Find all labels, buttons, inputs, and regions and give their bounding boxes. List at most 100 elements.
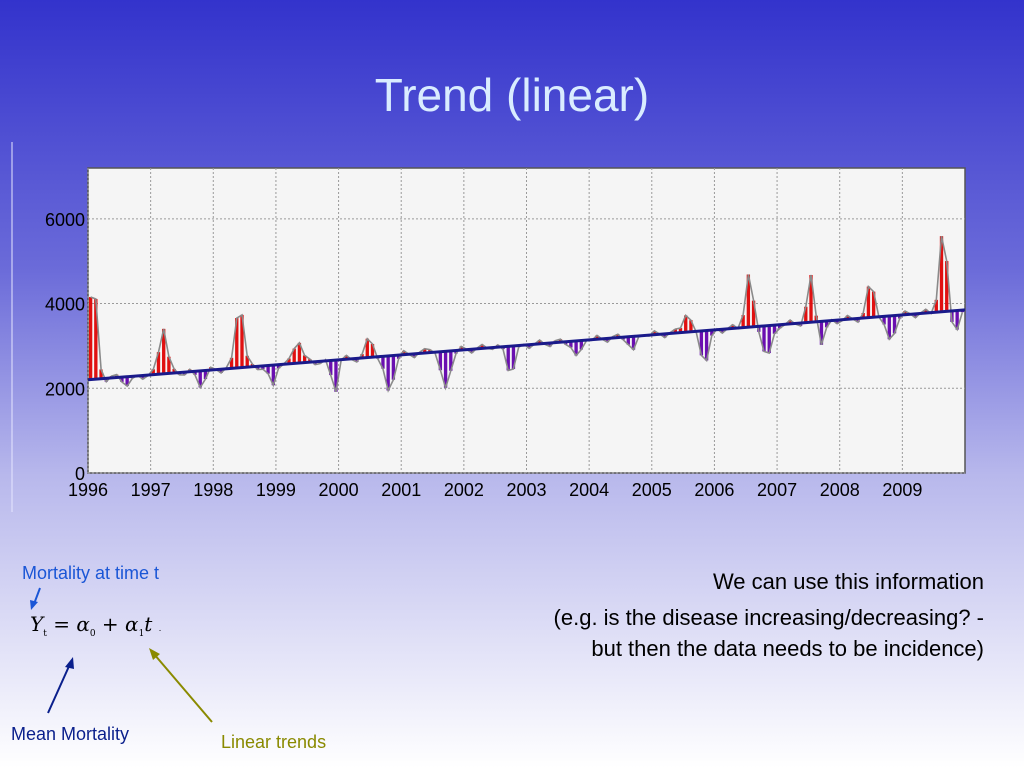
bar-below-trend — [772, 325, 777, 334]
bar-below-trend — [449, 350, 453, 371]
formula-alpha1-sub: 1 — [138, 629, 145, 639]
bar-above-trend — [235, 318, 239, 368]
bar-above-trend — [172, 368, 176, 373]
x-tick-label: 2007 — [757, 480, 797, 500]
bar-below-trend — [454, 350, 458, 354]
trend-arrow-head — [149, 648, 160, 660]
bar-below-trend — [329, 360, 333, 376]
bar-below-trend — [386, 355, 390, 391]
bar-above-trend — [480, 344, 484, 349]
y-tick-label: 2000 — [45, 379, 85, 399]
bar-above-trend — [788, 320, 792, 324]
bar-above-trend — [741, 315, 745, 328]
bar-below-trend — [824, 320, 829, 328]
bar-below-trend — [438, 351, 443, 371]
x-tick-label: 2003 — [506, 480, 546, 500]
bar-below-trend — [710, 330, 714, 336]
bar-below-trend — [819, 321, 824, 345]
bar-above-trend — [156, 352, 161, 375]
bar-below-trend — [266, 365, 270, 374]
bar-above-trend — [595, 335, 599, 340]
bar-above-trend — [370, 343, 375, 358]
note-line-2: (e.g. is the disease increasing/decreasi… — [553, 605, 984, 630]
x-tick-label: 2000 — [319, 480, 359, 500]
bar-below-trend — [569, 341, 573, 348]
bar-above-trend — [402, 350, 406, 355]
formula-y-sub: t — [43, 629, 47, 639]
bar-above-trend — [945, 261, 949, 312]
bar-above-trend — [558, 339, 563, 343]
bar-above-trend — [88, 297, 93, 380]
note-line-3: but then the data needs to be incidence) — [591, 636, 984, 661]
formula-alpha1: α — [125, 612, 139, 636]
bar-below-trend — [913, 313, 918, 318]
bar-above-trend — [746, 274, 751, 328]
formula-equals: = — [53, 612, 70, 636]
slide-title: Trend (linear) — [374, 69, 650, 121]
formula-dot: . — [158, 624, 162, 633]
bar-above-trend — [297, 342, 302, 363]
bar-below-trend — [548, 342, 552, 347]
bar-below-trend — [579, 340, 583, 350]
bar-below-trend — [663, 333, 667, 338]
formula-plus: + — [101, 612, 119, 636]
bar-above-trend — [861, 312, 865, 319]
bar-below-trend — [699, 330, 704, 356]
bar-below-trend — [704, 330, 709, 361]
x-tick-label: 1996 — [68, 480, 108, 500]
bar-below-trend — [412, 353, 416, 358]
model-formula: Yt = α0 + α1t . — [30, 612, 161, 639]
bar-below-trend — [443, 351, 448, 388]
mortality-arrow-head — [30, 600, 38, 610]
bar-below-trend — [261, 365, 265, 370]
y-tick-label: 6000 — [45, 210, 85, 230]
bar-below-trend — [125, 376, 129, 387]
mortality-annotation: Mortality at time t — [22, 563, 160, 583]
bar-above-trend — [365, 338, 369, 358]
x-tick-label: 2005 — [632, 480, 672, 500]
x-tick-label: 1997 — [131, 480, 171, 500]
bar-above-trend — [652, 330, 657, 335]
bar-above-trend — [229, 357, 234, 369]
bar-above-trend — [804, 306, 808, 323]
bar-below-trend — [720, 329, 724, 334]
bar-below-trend — [203, 370, 208, 380]
bar-above-trend — [537, 340, 542, 344]
bar-below-trend — [574, 340, 578, 356]
note-line-1: We can use this information — [712, 569, 984, 594]
bar-below-trend — [955, 310, 959, 330]
bar-above-trend — [151, 369, 155, 375]
bar-above-trend — [240, 314, 244, 368]
bar-above-trend — [287, 358, 291, 364]
bar-below-trend — [255, 366, 260, 370]
bar-below-trend — [506, 346, 510, 371]
bar-below-trend — [381, 356, 385, 369]
linear-trends-annotation: Linear trends — [221, 732, 327, 752]
bar-above-trend — [94, 298, 98, 380]
bar-below-trend — [391, 355, 396, 380]
formula-alpha0: α — [76, 612, 90, 636]
bar-above-trend — [459, 346, 463, 351]
trend-arrow — [153, 653, 213, 723]
bar-below-trend — [219, 369, 223, 373]
bar-above-trend — [924, 309, 928, 314]
bar-below-trend — [470, 349, 474, 354]
bar-above-trend — [939, 236, 944, 312]
mean-mortality-annotation: Mean Mortality — [11, 724, 130, 744]
bar-above-trend — [903, 311, 907, 315]
bar-below-trend — [511, 345, 516, 369]
bar-below-trend — [856, 318, 860, 323]
bar-above-trend — [360, 354, 364, 358]
bar-below-trend — [276, 364, 281, 369]
bar-below-trend — [605, 338, 610, 343]
bars-layer — [88, 236, 965, 392]
bar-below-trend — [887, 315, 891, 340]
bar-above-trend — [167, 356, 171, 374]
bar-below-trend — [892, 315, 897, 334]
bar-above-trend — [616, 334, 620, 338]
y-tick-label: 4000 — [45, 295, 85, 315]
formula-t: t — [144, 612, 153, 636]
x-tick-label: 1998 — [193, 480, 233, 500]
bar-above-trend — [684, 315, 688, 333]
